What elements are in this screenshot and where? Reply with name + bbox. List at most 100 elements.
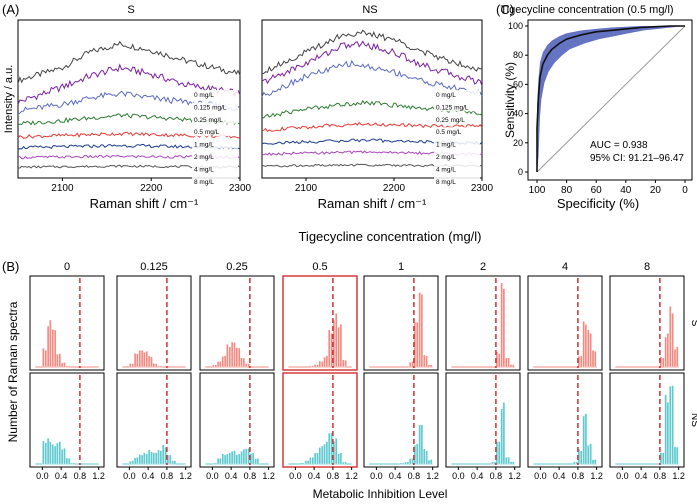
hist-bar-NS-7-11-1: [671, 385, 674, 465]
hist-bar-S-1-6-0: [152, 363, 155, 368]
hist-bar-NS-6-11-1: [589, 443, 592, 465]
hist-bar-S-7-10-1: [666, 333, 670, 368]
conc-label-5: 2: [480, 261, 486, 273]
legend-bg-ns-2: [434, 114, 480, 124]
legend-bg-s-5: [192, 152, 238, 161]
hist-bar-NS-1-4-0: [143, 452, 146, 465]
hist-bar-NS-2-8-0: [245, 448, 248, 465]
hist-bar-NS-7-11-0: [669, 386, 672, 465]
hist-bar-S-4-12-1: [430, 364, 433, 368]
hist-bar-S-2-8-1: [247, 363, 250, 368]
hist-xtick-label-3-1: 0.4: [308, 471, 321, 481]
hist-bar-S-6-9-1: [580, 355, 583, 368]
hist-bar-NS-4-6-1: [402, 462, 405, 465]
hist-bar-S-4-11-1: [425, 355, 428, 368]
hist-bar-S-4-8-1: [411, 361, 414, 368]
hist-bar-S-3-11-1: [344, 360, 347, 368]
legend-label-ns-2: 0.25 mg/L: [436, 117, 465, 124]
hist-bar-S-6-11-1: [589, 333, 592, 368]
legend-bg-ns-0: [434, 90, 480, 99]
hist-frame-S-3: [282, 275, 358, 371]
panel-a-s-title: S: [127, 4, 134, 16]
conc-label-7: 8: [644, 261, 650, 273]
hist-xtick-label-5-3: 1.2: [508, 471, 521, 481]
hist-bar-NS-6-9-1: [580, 450, 583, 465]
hist-bar-S-2-8-0: [245, 363, 248, 368]
hist-bar-S-1-7-0: [157, 365, 160, 368]
hist-bar-NS-1-2-0: [133, 457, 137, 465]
hist-bar-NS-3-5-1: [316, 452, 319, 465]
hist-bar-NS-4-12-1: [430, 459, 433, 465]
legend-label-s-4: 1 mg/L: [194, 142, 214, 149]
hist-bar-S-1-5-0: [147, 355, 151, 368]
legend-bg-s-6: [192, 164, 238, 174]
hist-bar-NS-5-10-1: [502, 402, 506, 465]
hist-bar-NS-3-3-0: [304, 460, 307, 465]
legend-label-s-1: 0.125 mg/L: [194, 104, 227, 111]
legend-bg-s-1: [192, 102, 238, 112]
hist-bar-S-5-12-0: [509, 364, 513, 368]
hist-bar-NS-5-9-0: [495, 441, 499, 465]
hist-frame-NS-4: [363, 372, 439, 468]
hist-bar-S-6-10-0: [582, 321, 585, 368]
hist-bar-NS-0-5-0: [60, 449, 64, 465]
hist-bar-NS-3-11-1: [344, 461, 347, 465]
legend-label-ns-4: 1 mg/L: [436, 142, 456, 149]
hist-bar-NS-1-7-0: [157, 449, 160, 465]
hist-bar-NS-3-4-0: [309, 457, 312, 465]
hist-bar-S-2-3-1: [223, 355, 227, 368]
hist-bar-NS-1-5-1: [150, 451, 153, 465]
hist-bar-NS-2-10-1: [256, 458, 260, 465]
hist-bar-S-5-12-1: [512, 364, 515, 368]
hist-bar-NS-3-9-0: [332, 441, 336, 465]
hist-bar-NS-5-11-0: [505, 456, 508, 465]
legend-bg-ns-4: [434, 139, 480, 149]
hist-bar-S-3-10-1: [339, 324, 343, 368]
conc-label-0: 0: [64, 261, 70, 273]
hist-bar-S-6-12-0: [591, 350, 595, 368]
hist-bar-NS-7-12-1: [676, 447, 679, 465]
hist-bar-S-1-7-1: [159, 365, 163, 368]
hist-bar-S-2-6-1: [238, 347, 241, 368]
hist-frame-NS-5: [445, 372, 521, 468]
hist-bar-NS-0-7-0: [70, 462, 73, 465]
legend-bg-ns-6: [434, 164, 480, 174]
hist-bar-NS-2-5-0: [230, 451, 234, 465]
hist-bar-S-3-9-1: [335, 313, 338, 368]
hist-bar-NS-0-5-1: [63, 448, 66, 465]
panel-a-s-frame: [17, 19, 241, 179]
hist-bar-S-1-1-0: [129, 363, 132, 368]
hist-bar-S-1-3-1: [140, 350, 144, 368]
hist-bar-S-0-2-1: [49, 319, 52, 368]
roc-ytick-label-3: 60: [513, 79, 523, 89]
hist-bar-NS-5-12-0: [509, 461, 513, 465]
roc-curve: [536, 25, 685, 172]
legend-bg-s-0: [192, 90, 238, 99]
panel-a-ns: NS 0 mg/L 0.125 mg/L 0.25 mg/L 0.5 mg/L 1 mg…: [261, 4, 494, 211]
hist-bar-NS-7-10-1: [666, 402, 670, 465]
hist-bar-S-0-3-0: [51, 329, 54, 368]
hist-bar-NS-2-2-0: [216, 458, 220, 465]
hist-bar-S-2-5-1: [233, 342, 236, 368]
hist-bar-S-2-2-1: [219, 361, 222, 368]
hist-bar-NS-7-10-0: [664, 394, 667, 465]
hist-bar-NS-0-1-1: [44, 442, 47, 465]
hist-bar-S-0-4-0: [56, 353, 59, 368]
hist-bar-S-5-11-0: [505, 357, 508, 368]
hist-bar-NS-1-9-1: [169, 454, 172, 465]
hist-bar-NS-1-3-0: [138, 454, 141, 465]
hist-bar-NS-4-10-0: [418, 424, 421, 465]
hist-bar-S-1-2-0: [133, 353, 137, 368]
hist-bar-S-2-6-0: [235, 347, 238, 368]
hist-bar-S-5-10-1: [502, 288, 506, 368]
hist-xtick-label-7-0: 0.0: [616, 471, 629, 481]
xtick-label-s-0: 2100: [51, 183, 74, 194]
hist-bar-NS-1-10-1: [173, 460, 177, 465]
legend-bg-s-7: [192, 176, 238, 186]
hist-bar-S-1-3-0: [138, 350, 141, 368]
hist-bar-NS-3-2-1: [302, 462, 305, 465]
hist-bar-S-0-4-1: [58, 353, 61, 368]
legend-label-ns-0: 0 mg/L: [436, 92, 456, 99]
hist-bar-S-7-10-0: [664, 336, 667, 368]
legend-label-ns-3: 0.5 mg/L: [436, 129, 462, 136]
